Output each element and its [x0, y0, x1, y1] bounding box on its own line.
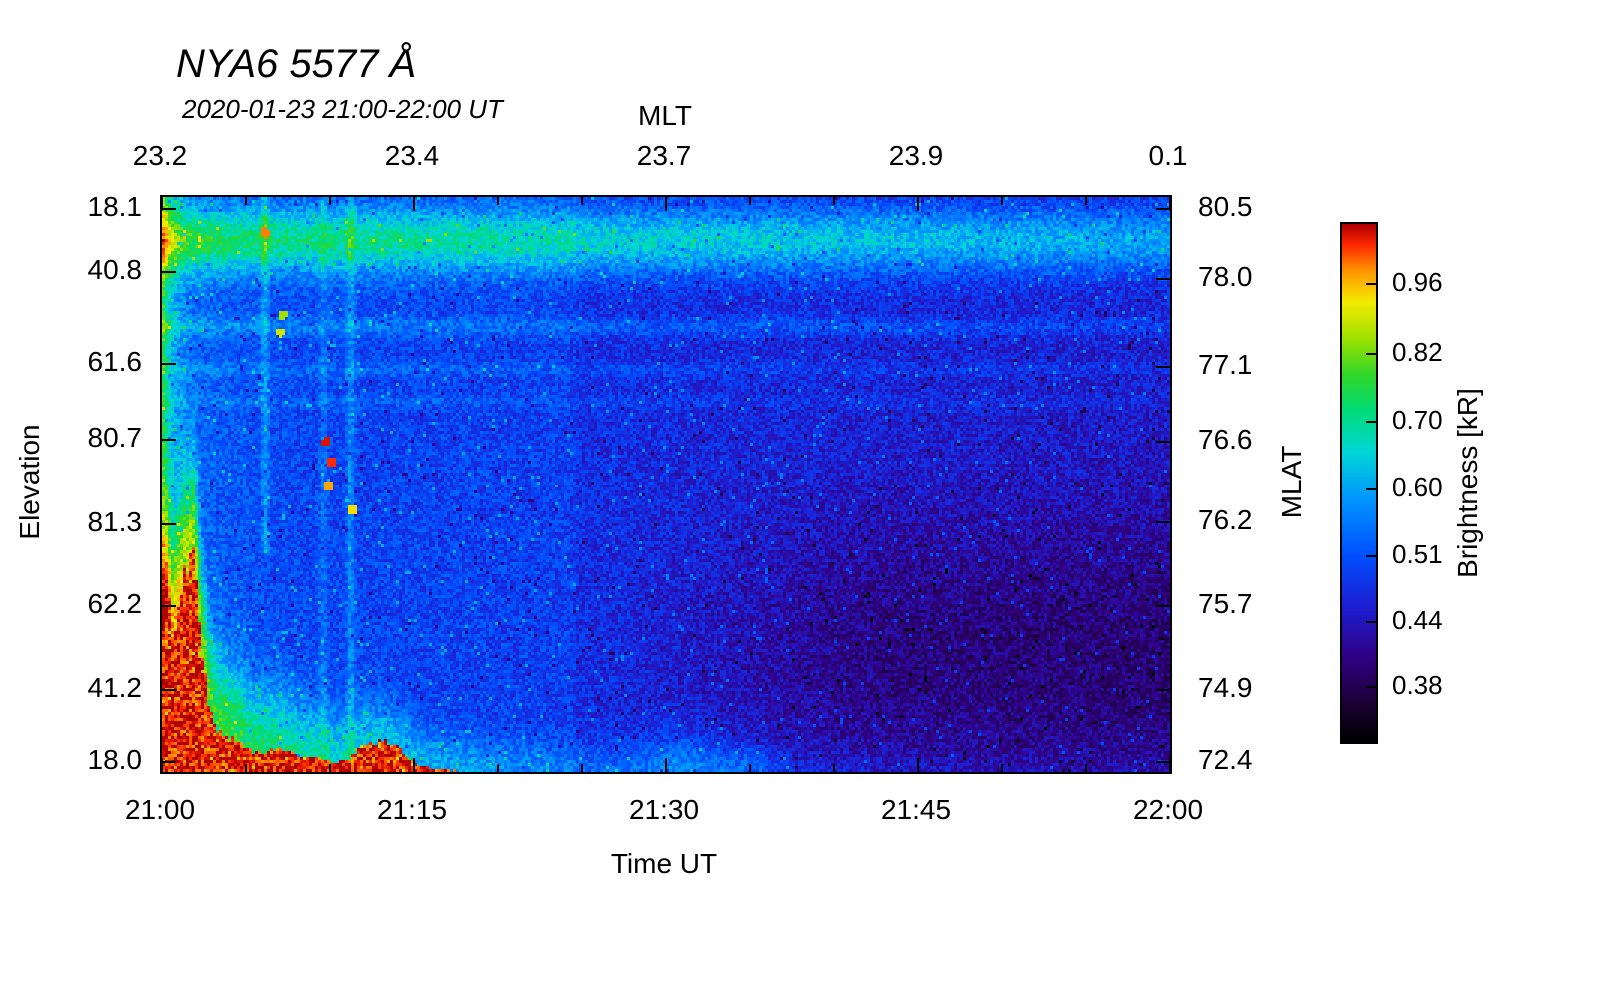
top-minor-tick-mark — [245, 197, 247, 205]
top-tick-mark — [917, 197, 919, 211]
colorbar-canvas — [1342, 224, 1376, 742]
right-tick-label: 75.7 — [1198, 587, 1253, 619]
bottom-tick-mark — [1169, 758, 1171, 772]
right-tick-label: 80.5 — [1198, 190, 1253, 222]
top-minor-tick-mark — [1001, 197, 1003, 205]
top-minor-tick-mark — [1085, 197, 1087, 205]
bottom-minor-tick-mark — [245, 764, 247, 772]
right-tick-mark — [1156, 366, 1170, 369]
bottom-tick-label: 21:30 — [628, 794, 700, 825]
bottom-minor-tick-mark — [1001, 764, 1003, 772]
colorbar-tick-label: 0.82 — [1392, 337, 1443, 368]
top-tick-mark — [1169, 197, 1171, 211]
bottom-tick-label: 21:45 — [880, 794, 952, 825]
top-minor-tick-mark — [749, 197, 751, 205]
left-tick-mark — [162, 604, 176, 607]
right-tick-mark — [1156, 688, 1170, 691]
top-minor-tick-mark — [581, 197, 583, 205]
bottom-minor-tick-mark — [581, 764, 583, 772]
right-tick-label: 76.2 — [1198, 503, 1253, 535]
bottom-minor-tick-mark — [1085, 764, 1087, 772]
colorbar-tick-mark — [1366, 420, 1376, 423]
top-tick-label: 23.9 — [888, 140, 944, 171]
left-tick-mark — [162, 439, 176, 442]
colorbar — [1340, 222, 1378, 744]
right-tick-mark — [1156, 278, 1170, 281]
left-tick-label: 81.3 — [87, 506, 143, 538]
bottom-minor-tick-mark — [833, 764, 835, 772]
bottom-tick-label: 22:00 — [1132, 794, 1204, 825]
left-tick-label: 61.6 — [87, 345, 143, 377]
left-axis-label: Elevation — [14, 424, 45, 540]
left-tick-label: 41.2 — [87, 671, 143, 703]
colorbar-tick-label: 0.51 — [1392, 539, 1443, 570]
right-tick-label: 74.9 — [1198, 671, 1253, 703]
top-minor-tick-mark — [329, 197, 331, 205]
plot-subtitle: 2020-01-23 21:00-22:00 UT — [182, 94, 503, 124]
colorbar-tick-mark — [1366, 686, 1376, 689]
top-tick-label: 23.7 — [636, 140, 692, 171]
left-tick-label: 18.1 — [87, 190, 143, 222]
top-axis-label: MLT — [638, 100, 692, 131]
top-tick-label: 0.1 — [1148, 140, 1188, 171]
colorbar-tick-label: 0.60 — [1392, 472, 1443, 503]
colorbar-tick-label: 0.96 — [1392, 267, 1443, 298]
colorbar-tick-mark — [1366, 488, 1376, 491]
right-tick-mark — [1156, 207, 1170, 210]
heatmap-canvas — [162, 197, 1170, 772]
right-tick-mark — [1156, 761, 1170, 764]
right-tick-label: 72.4 — [1198, 744, 1253, 776]
left-tick-mark — [162, 761, 176, 764]
left-tick-mark — [162, 523, 176, 526]
colorbar-label: Brightness [kR] — [1452, 388, 1483, 578]
bottom-tick-label: 21:00 — [124, 794, 196, 825]
left-tick-mark — [162, 270, 176, 273]
left-tick-label: 62.2 — [87, 587, 143, 619]
left-tick-mark — [162, 362, 176, 365]
bottom-tick-mark — [917, 758, 919, 772]
plot-title: NYA6 5577 Å — [176, 42, 417, 86]
right-tick-mark — [1156, 520, 1170, 523]
left-tick-label: 80.7 — [87, 422, 143, 454]
bottom-minor-tick-mark — [497, 764, 499, 772]
right-tick-mark — [1156, 440, 1170, 443]
bottom-tick-mark — [413, 758, 415, 772]
bottom-minor-tick-mark — [749, 764, 751, 772]
colorbar-tick-mark — [1366, 283, 1376, 286]
top-tick-mark — [665, 197, 667, 211]
right-axis-label: MLAT — [1276, 445, 1307, 519]
top-tick-mark — [413, 197, 415, 211]
left-tick-label: 18.0 — [87, 744, 143, 776]
colorbar-tick-label: 0.38 — [1392, 670, 1443, 701]
bottom-minor-tick-mark — [329, 764, 331, 772]
top-minor-tick-mark — [497, 197, 499, 205]
top-tick-label: 23.2 — [132, 140, 188, 171]
top-minor-tick-mark — [833, 197, 835, 205]
colorbar-tick-mark — [1366, 620, 1376, 623]
top-tick-label: 23.4 — [384, 140, 440, 171]
colorbar-tick-mark — [1366, 555, 1376, 558]
top-tick-mark — [161, 197, 163, 211]
left-tick-mark — [162, 207, 176, 210]
left-tick-label: 40.8 — [87, 253, 143, 285]
heatmap-plot-area — [160, 195, 1172, 774]
right-tick-label: 78.0 — [1198, 261, 1253, 293]
bottom-tick-mark — [665, 758, 667, 772]
left-tick-mark — [162, 688, 176, 691]
bottom-tick-mark — [161, 758, 163, 772]
colorbar-tick-label: 0.70 — [1392, 404, 1443, 435]
colorbar-tick-mark — [1366, 353, 1376, 356]
right-tick-label: 76.6 — [1198, 423, 1253, 455]
bottom-axis-label: Time UT — [610, 848, 718, 879]
right-tick-label: 77.1 — [1198, 349, 1253, 381]
colorbar-tick-label: 0.44 — [1392, 604, 1443, 635]
right-tick-mark — [1156, 604, 1170, 607]
bottom-tick-label: 21:15 — [376, 794, 448, 825]
